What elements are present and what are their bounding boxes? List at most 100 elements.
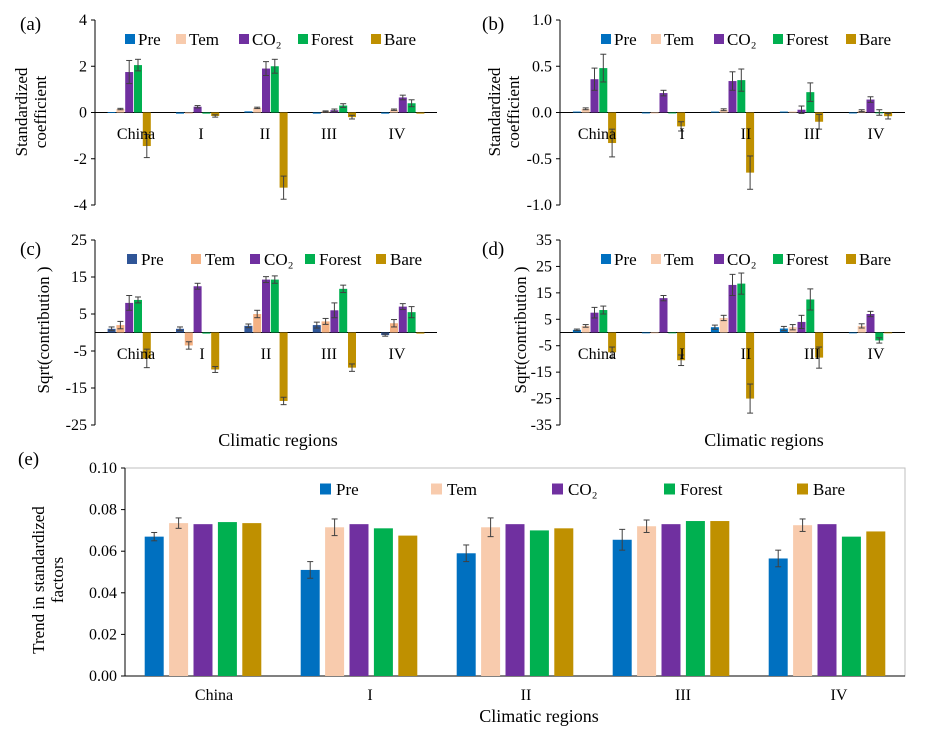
y-tick-label: -1.0 [527,197,552,214]
error-bar [487,517,494,538]
legend-label: Pre [614,30,637,49]
error-bar [340,284,347,294]
error-bar [780,325,787,332]
error-bar [175,517,182,529]
y-tick-label: -5 [74,343,87,360]
bar-co [193,106,202,113]
error-bar [126,295,133,311]
error-bar [194,282,201,290]
error-bar [185,341,192,350]
error-bar [591,67,598,91]
error-bar [609,128,616,158]
error-bar [885,112,892,120]
bar-pre [300,569,320,676]
bar-tem [481,527,501,676]
y-tick-label: 25 [536,258,552,275]
bar-tem [650,112,659,114]
legend-label: Bare [384,30,416,49]
bar-bare [710,521,730,676]
legend-label: Pre [336,480,359,499]
y-axis-label-line: Standardized [485,67,504,156]
bar-tem [184,332,193,346]
category-label: I [199,346,204,363]
legend-swatch [431,483,442,495]
y-axis-label-line: Sqrt(contribution ) [511,266,530,393]
category-label: II [261,346,272,363]
bar-forest [685,521,705,676]
bar-pre [144,536,164,676]
x-axis-label: Climatic regions [704,430,823,450]
category-label: III [675,687,691,704]
error-bar [876,337,883,344]
error-bar [126,59,133,85]
legend-swatch [601,254,611,264]
bar-co [125,302,134,333]
bar-pre [641,332,650,334]
y-axis-label-line: coefficient [31,76,50,149]
error-bar [775,549,782,568]
bar-bare [142,332,151,359]
error-bar [643,519,650,533]
bar-pre [710,111,719,113]
bar-forest [737,80,746,113]
bar-bare [142,112,151,147]
y-tick-label: 5 [544,311,552,328]
error-bar [271,58,278,74]
bar-pre [612,539,632,676]
y-tick-label: 0.06 [89,543,117,560]
panel-label: (b) [482,14,504,35]
error-bar [807,288,814,311]
bar-pre [641,112,650,114]
bar-pre [312,112,321,114]
bar-pre [768,558,788,676]
bar-tem [857,325,866,333]
y-tick-label: -25 [531,391,552,408]
category-label: II [741,126,752,143]
legend-label: CO₂ [252,30,282,49]
error-bar [263,61,269,76]
category-label: II [260,126,271,143]
error-bar [331,302,338,319]
legend-swatch [846,254,856,264]
y-tick-label: -15 [66,380,87,397]
bar-bare [279,112,288,188]
bar-co [661,524,681,676]
error-bar [711,324,718,330]
error-bar [117,107,124,111]
bar-tem [169,523,189,676]
legend-label: Bare [859,30,891,49]
bar-forest [806,92,815,113]
legend-swatch [176,34,186,44]
bar-forest [599,310,608,333]
bar-co [193,524,213,676]
legend-swatch [125,34,135,44]
legend-label: Tem [447,480,477,499]
bar-co [590,79,599,113]
panel-label: (a) [20,14,41,35]
error-bar [382,333,389,337]
category-label: China [195,687,233,704]
panel-label: (d) [482,239,504,260]
bar-bare [608,332,617,353]
error-bar [799,518,806,532]
error-bar [108,326,115,332]
error-bar [720,314,727,322]
category-label: II [741,346,752,363]
category-label: IV [831,687,848,704]
legend-label: Bare [859,250,891,269]
category-label: I [198,126,203,143]
error-bar [194,105,201,109]
error-bar [738,68,745,92]
y-tick-label: 0 [79,105,87,122]
error-bar [349,363,355,372]
y-axis-label: Standardizedcoefficient [485,67,523,156]
category-label: IV [389,126,406,143]
y-axis-label-line: factors [48,557,67,603]
bar-bare [608,112,617,144]
y-tick-label: 1.0 [532,12,552,29]
bar-tem [390,323,398,333]
bar-pre [572,111,581,113]
legend-label: CO₂ [727,250,757,269]
bar-pre [779,111,788,113]
x-axis-label: Climatic regions [218,430,337,450]
